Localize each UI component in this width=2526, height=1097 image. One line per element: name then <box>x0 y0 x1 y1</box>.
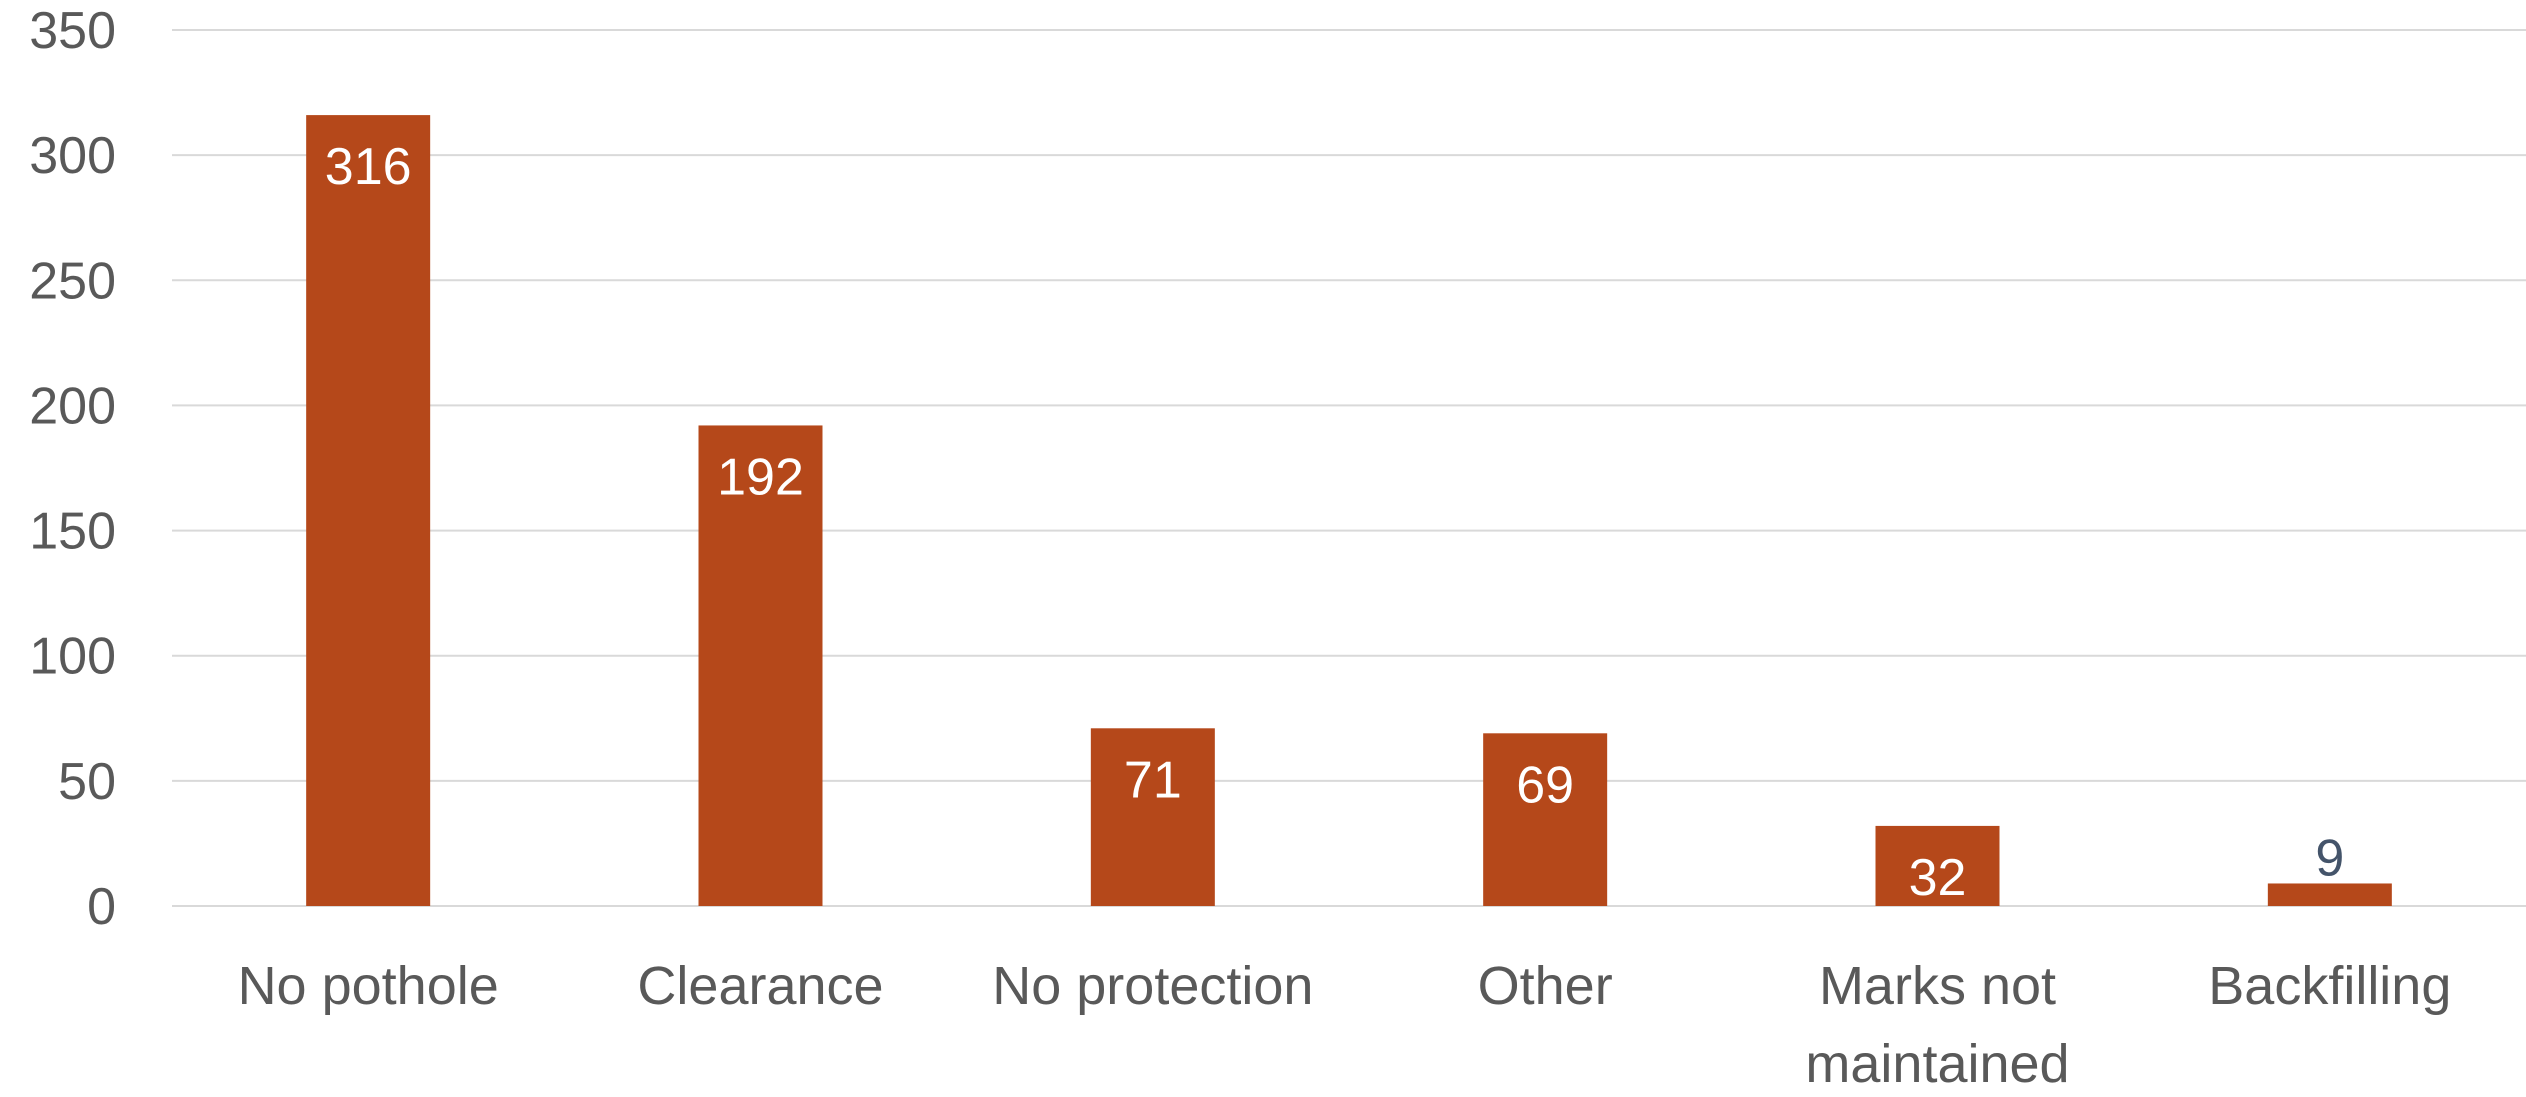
bar-no-protection <box>1090 728 1215 906</box>
y-tick-label: 50 <box>58 753 116 811</box>
x-axis-category-labels: No pothole Clearance No protection Other Mar… <box>238 956 2452 1094</box>
data-label: 9 <box>2315 829 2344 887</box>
x-category-label: Marks not maintained <box>1805 956 2069 1092</box>
y-tick-label: 200 <box>29 377 116 435</box>
y-tick-label: 300 <box>29 127 116 185</box>
x-category-label: No protection <box>992 956 1313 1016</box>
bar-backfilling <box>2267 883 2392 906</box>
y-tick-label: 250 <box>29 252 116 310</box>
x-category-label: No pothole <box>238 956 499 1016</box>
x-category-label: Backfilling <box>2208 956 2451 1016</box>
data-labels: 316 192 71 69 32 9 <box>325 138 2345 907</box>
x-category-label: Clearance <box>637 956 883 1016</box>
y-tick-label: 100 <box>29 628 116 686</box>
y-tick-label: 150 <box>29 503 116 561</box>
x-category-label: Other <box>1478 956 1613 1016</box>
y-axis-tick-labels: 0 50 100 150 200 250 300 350 <box>29 2 116 936</box>
data-label: 71 <box>1124 751 1182 809</box>
data-label: 32 <box>1909 849 1967 907</box>
bar-other <box>1483 733 1608 906</box>
y-tick-label: 350 <box>29 2 116 60</box>
bar-marks-not-maintained <box>1875 825 2000 906</box>
bar-no-pothole <box>306 115 431 906</box>
data-label: 316 <box>325 138 412 196</box>
gridlines <box>172 29 2526 907</box>
data-label: 192 <box>717 448 804 506</box>
bar-clearance <box>698 425 823 906</box>
y-tick-label: 0 <box>87 878 116 936</box>
bars <box>306 115 2392 906</box>
data-label: 69 <box>1516 756 1574 814</box>
